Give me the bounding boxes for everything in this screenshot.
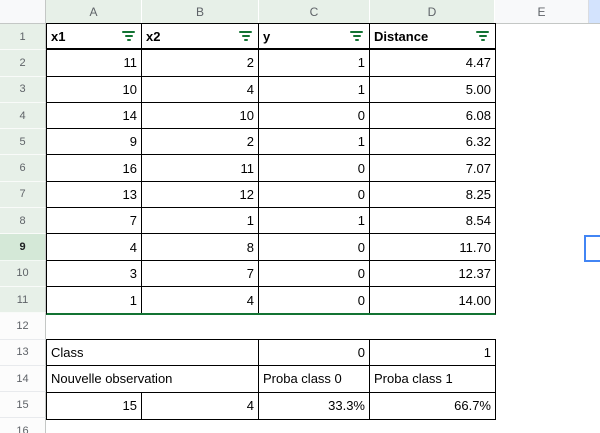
header-label-y: y xyxy=(263,28,271,44)
cell-b6[interactable]: 11 xyxy=(142,155,259,182)
cell-class-1[interactable]: 1 xyxy=(370,340,495,367)
cell-b4[interactable]: 10 xyxy=(142,102,259,130)
cell-d9[interactable]: 11.70 xyxy=(370,234,495,261)
cell-d3[interactable]: 5.00 xyxy=(370,77,495,103)
column-header-f-selected[interactable] xyxy=(588,0,600,23)
row-header-12[interactable]: 12 xyxy=(0,313,46,340)
row-header-2[interactable]: 2 xyxy=(0,50,46,77)
cell-b9[interactable]: 8 xyxy=(142,234,259,261)
column-header-b[interactable]: B xyxy=(142,0,259,23)
cell-class-label[interactable]: Class xyxy=(47,340,259,367)
row-header-4[interactable]: 4 xyxy=(0,102,46,130)
cell-d5[interactable]: 6.32 xyxy=(370,129,495,156)
active-cell-selection-border xyxy=(584,235,600,262)
cell-a6[interactable]: 16 xyxy=(47,155,142,182)
cell-c7[interactable]: 0 xyxy=(259,181,370,209)
header-label-distance: Distance xyxy=(374,28,429,44)
cell-proba1-header[interactable]: Proba class 1 xyxy=(370,366,495,393)
header-label-x1: x1 xyxy=(51,28,66,44)
cell-d6[interactable]: 7.07 xyxy=(370,155,495,182)
cell-a2[interactable]: 11 xyxy=(47,50,142,77)
cell-a5[interactable]: 9 xyxy=(47,129,142,156)
row-header-10[interactable]: 10 xyxy=(0,260,46,287)
filter-icon[interactable] xyxy=(350,31,363,42)
cell-d2[interactable]: 4.47 xyxy=(370,50,495,77)
cell-c6[interactable]: 0 xyxy=(259,155,370,182)
result-table: Class 0 1 Nouvelle observation Proba cla… xyxy=(46,339,496,420)
row-header-14[interactable]: 14 xyxy=(0,365,46,393)
cell-b2[interactable]: 2 xyxy=(142,50,259,77)
filter-icon[interactable] xyxy=(122,31,135,42)
filter-icon[interactable] xyxy=(239,31,252,42)
filter-icon[interactable] xyxy=(476,31,489,42)
column-header-a[interactable]: A xyxy=(46,0,142,23)
cell-obs-x1[interactable]: 15 xyxy=(47,392,142,419)
cell-class-0[interactable]: 0 xyxy=(259,340,370,367)
row-header-6[interactable]: 6 xyxy=(0,155,46,182)
cell-a10[interactable]: 3 xyxy=(47,260,142,287)
row-header-15[interactable]: 15 xyxy=(0,392,46,419)
row-header-5[interactable]: 5 xyxy=(0,129,46,156)
header-cell-y[interactable]: y xyxy=(259,24,370,51)
cell-c4[interactable]: 0 xyxy=(259,102,370,130)
cell-c5[interactable]: 1 xyxy=(259,129,370,156)
cell-a11[interactable]: 1 xyxy=(47,286,142,314)
cell-a9[interactable]: 4 xyxy=(47,234,142,261)
header-cell-x1[interactable]: x1 xyxy=(47,24,142,51)
header-label-x2: x2 xyxy=(146,28,161,44)
cell-b7[interactable]: 12 xyxy=(142,181,259,209)
row-header-3[interactable]: 3 xyxy=(0,76,46,103)
row-header-11[interactable]: 11 xyxy=(0,286,46,314)
header-cell-distance[interactable]: Distance xyxy=(370,24,495,51)
cell-c9[interactable]: 0 xyxy=(259,234,370,261)
header-cell-x2[interactable]: x2 xyxy=(142,24,259,51)
cell-proba1-value[interactable]: 66.7% xyxy=(454,398,491,414)
cell-proba0-header[interactable]: Proba class 0 xyxy=(259,366,370,393)
cell-c2[interactable]: 1 xyxy=(259,50,370,77)
cell-b8[interactable]: 1 xyxy=(142,208,259,235)
cell-observation-label[interactable]: Nouvelle observation xyxy=(47,366,259,393)
row-header-column: 1 2 3 4 5 6 7 8 9 10 11 12 13 14 15 16 xyxy=(0,24,47,433)
column-header-row: A B C D E xyxy=(0,0,600,24)
cell-obs-x2[interactable]: 4 xyxy=(142,392,259,419)
cell-c3[interactable]: 1 xyxy=(259,76,370,103)
select-all-corner[interactable] xyxy=(0,0,46,23)
cell-c11[interactable]: 0 xyxy=(259,286,370,314)
cell-a3[interactable]: 10 xyxy=(47,76,142,103)
cell-b11[interactable]: 4 xyxy=(142,286,259,314)
cell-a8[interactable]: 7 xyxy=(47,208,142,235)
cell-c8[interactable]: 1 xyxy=(259,208,370,235)
column-header-c[interactable]: C xyxy=(259,0,370,23)
cell-d7[interactable]: 8.25 xyxy=(370,182,495,209)
cell-a7[interactable]: 13 xyxy=(47,181,142,209)
cell-proba0-value[interactable]: 33.3% xyxy=(259,392,370,419)
row-header-8[interactable]: 8 xyxy=(0,208,46,235)
column-header-d[interactable]: D xyxy=(370,0,495,23)
cell-a4[interactable]: 14 xyxy=(47,102,142,130)
cell-c10[interactable]: 0 xyxy=(259,260,370,287)
row-header-16[interactable]: 16 xyxy=(0,418,46,433)
cell-d10[interactable]: 12.37 xyxy=(370,261,495,287)
cell-d4[interactable]: 6.08 xyxy=(370,103,495,130)
cell-d8[interactable]: 8.54 xyxy=(370,208,495,235)
data-table: x1 x2 y Distance 11 2 1 4.47 10 4 1 5.00… xyxy=(46,23,496,316)
cell-d11[interactable]: 14.00 xyxy=(458,292,491,308)
column-header-e[interactable]: E xyxy=(495,0,588,23)
cell-b5[interactable]: 2 xyxy=(142,129,259,156)
row-header-9-selected[interactable]: 9 xyxy=(0,234,46,261)
row-header-13[interactable]: 13 xyxy=(0,339,46,366)
row-header-7[interactable]: 7 xyxy=(0,181,46,209)
cell-b10[interactable]: 7 xyxy=(142,260,259,287)
row-header-1[interactable]: 1 xyxy=(0,24,46,51)
cell-b3[interactable]: 4 xyxy=(142,76,259,103)
